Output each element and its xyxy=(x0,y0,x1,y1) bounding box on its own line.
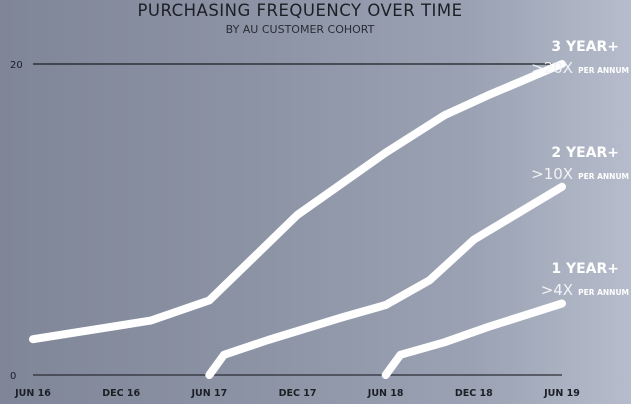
series-label: 1 YEAR+ xyxy=(551,261,619,277)
x-tick-label: JUN 19 xyxy=(543,388,580,399)
series-line-2 xyxy=(205,182,566,379)
x-tick-label: JUN 17 xyxy=(190,388,227,399)
chart-subtitle: BY AU CUSTOMER COHORT xyxy=(226,23,375,36)
x-tick-label: DEC 16 xyxy=(102,388,140,399)
x-tick-label: JUN 18 xyxy=(367,388,404,399)
x-tick-label: DEC 17 xyxy=(279,388,317,399)
series-label: 2 YEAR+ xyxy=(551,145,619,161)
chart-title: PURCHASING FREQUENCY OVER TIME xyxy=(137,1,462,20)
series-line-1 xyxy=(29,60,566,344)
series-annotation: >4X PER ANNUM xyxy=(541,281,629,299)
y-tick-label: 20 xyxy=(10,60,23,71)
series-label: 3 YEAR+ xyxy=(551,39,619,55)
series-annotation: >20X PER ANNUM xyxy=(531,59,629,77)
series-line-3 xyxy=(381,299,566,379)
series-annotation: >10X PER ANNUM xyxy=(531,165,629,183)
x-tick-label: JUN 16 xyxy=(14,388,51,399)
x-tick-label: DEC 18 xyxy=(455,388,493,399)
y-tick-label: 0 xyxy=(10,371,16,382)
